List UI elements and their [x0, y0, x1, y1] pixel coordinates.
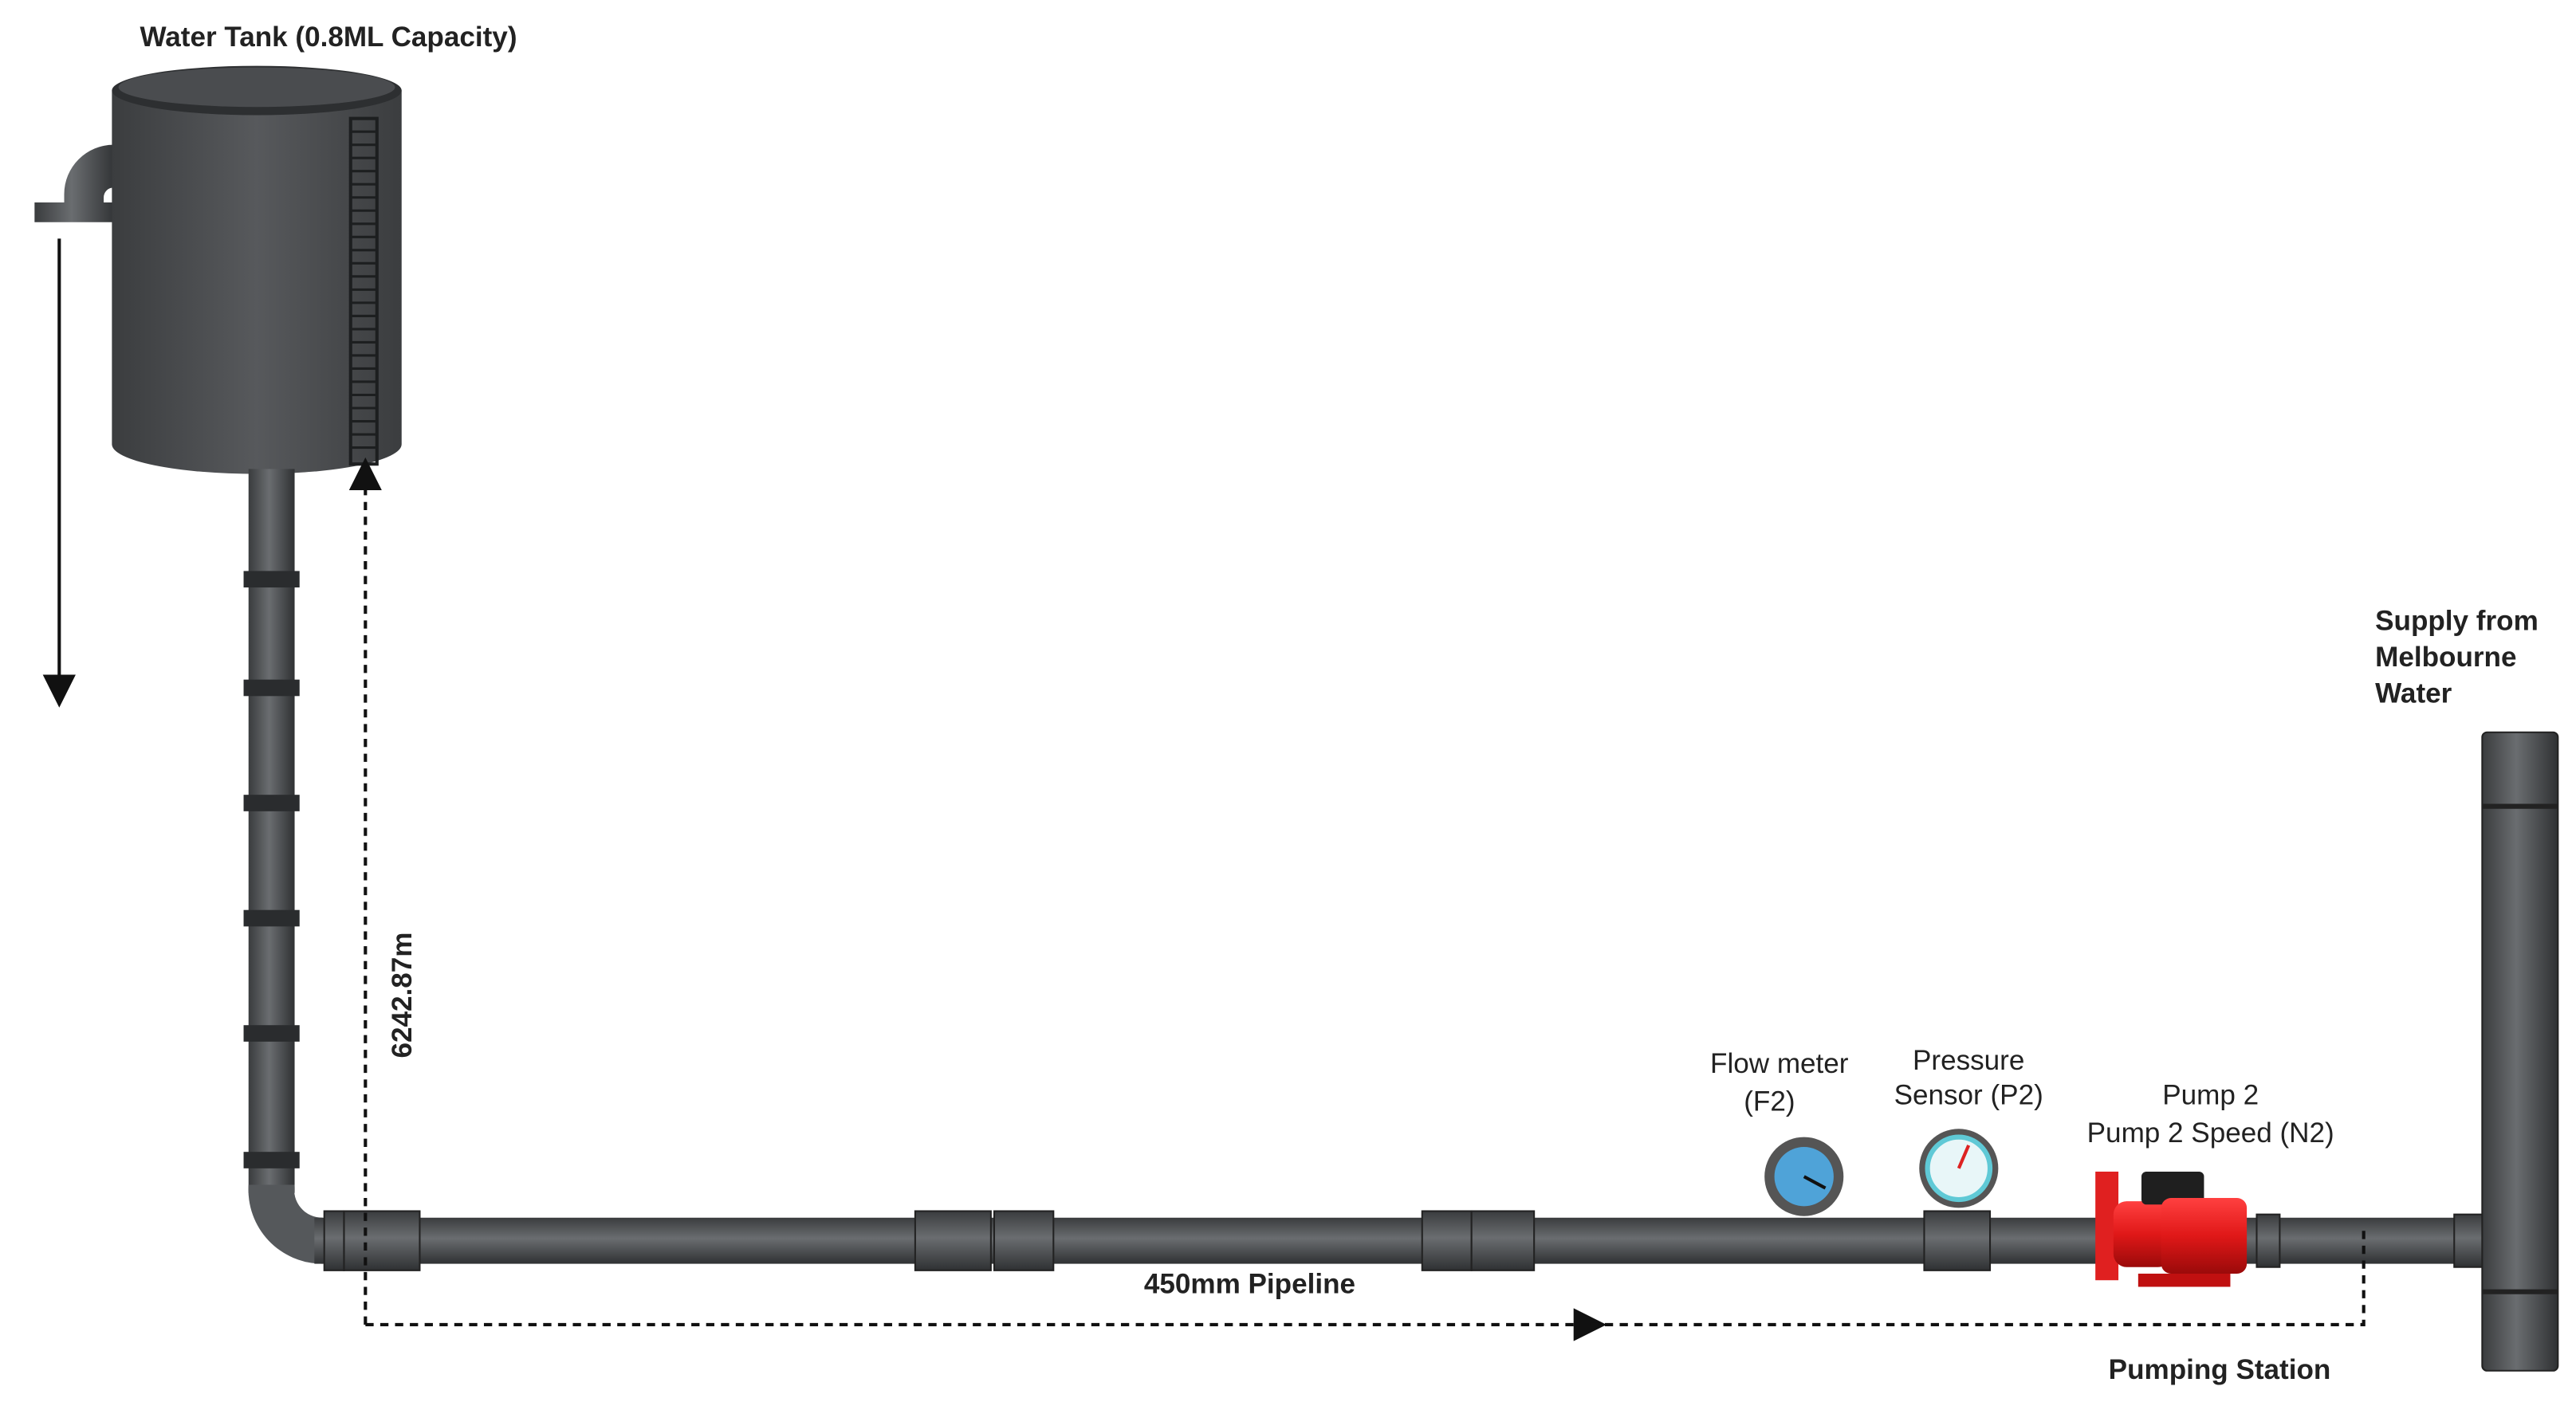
instrument-label: Sensor (P2): [1894, 1079, 2043, 1110]
instrument-label: Flow meter: [1710, 1048, 1849, 1079]
supply-label: Melbourne: [2375, 642, 2516, 673]
instrument-label: Pressure: [1913, 1045, 2024, 1076]
distance-label: 6242.87m: [387, 933, 418, 1058]
pressure-sensor: [1919, 1129, 1999, 1208]
instrument-label: Pump 2: [2162, 1079, 2259, 1110]
flow-meter: [1764, 1137, 1844, 1216]
supply-label: Supply from: [2375, 606, 2539, 637]
pump: [2095, 1171, 2248, 1287]
station-label: Pumping Station: [2109, 1354, 2331, 1385]
supply-label: Water: [2375, 678, 2452, 709]
dimension-lines: [348, 457, 2366, 1341]
instrument-label: (F2): [1744, 1086, 1795, 1117]
instrument-label: Pump 2 Speed (N2): [2087, 1117, 2334, 1149]
tank: [34, 65, 402, 474]
pipeline-label: 450mm Pipeline: [1144, 1269, 1355, 1300]
tank-label: Water Tank (0.8ML Capacity): [140, 22, 517, 53]
